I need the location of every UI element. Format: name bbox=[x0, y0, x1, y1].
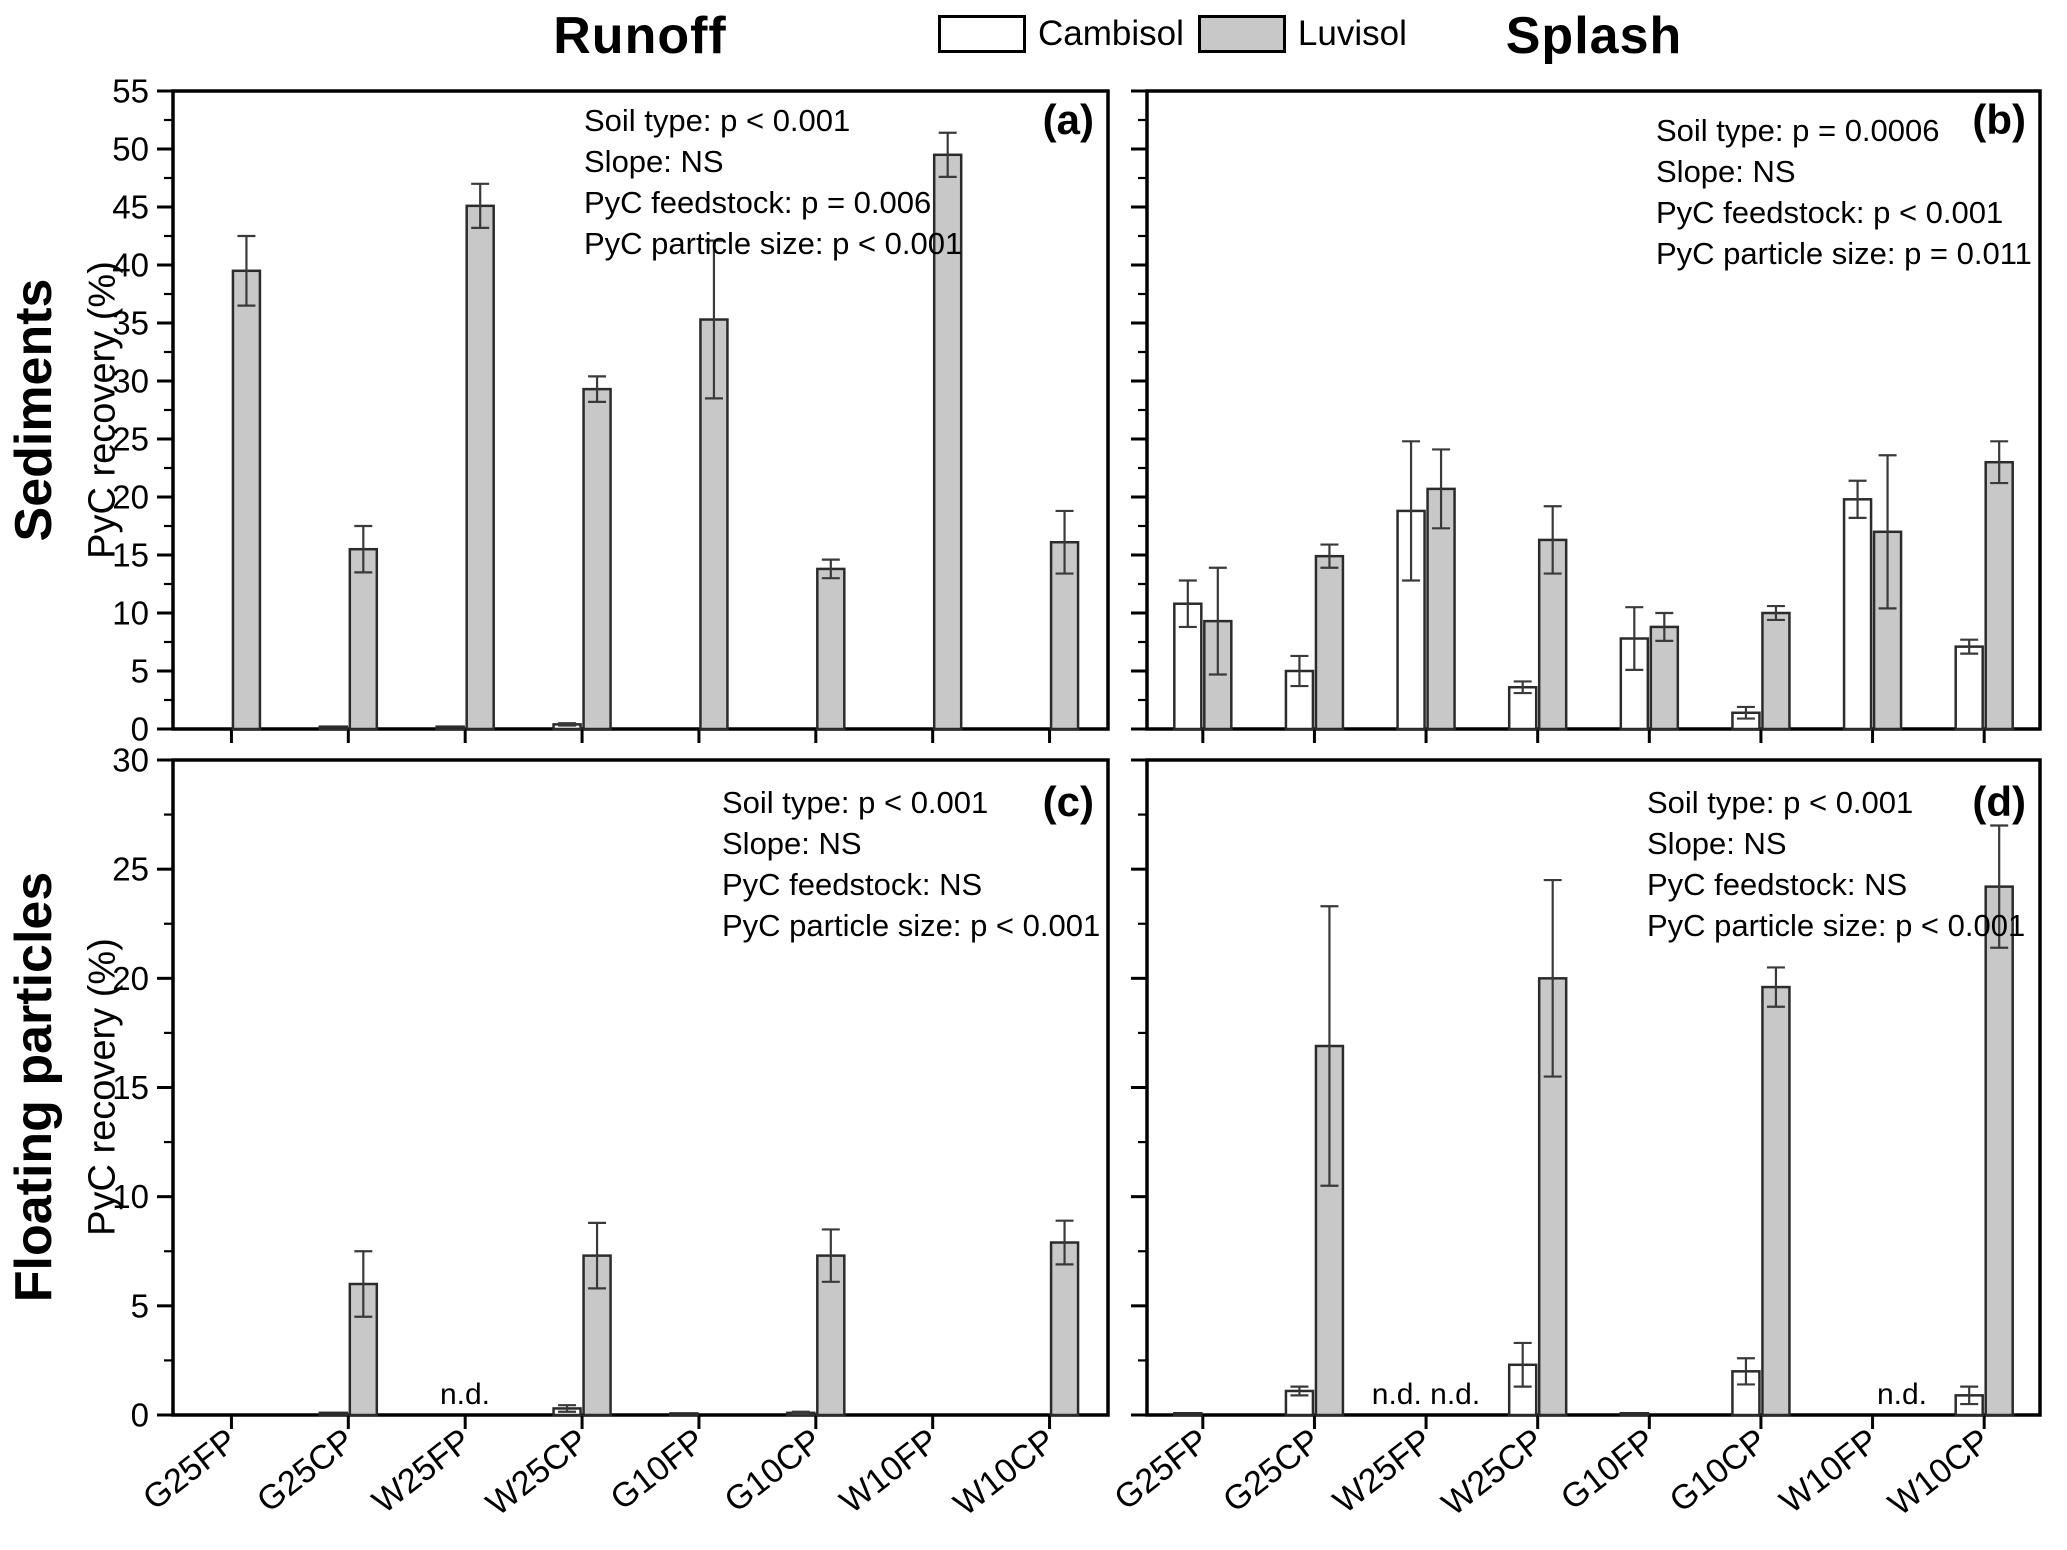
bar-luvisol bbox=[1761, 985, 1791, 1417]
y-tick-label: 0 bbox=[131, 1397, 149, 1434]
y-tick-label: 0 bbox=[131, 711, 149, 748]
y-tick-label: 5 bbox=[131, 1287, 149, 1324]
bar-cambisol bbox=[1842, 498, 1873, 731]
legend-label-luvisol: Luvisol bbox=[1297, 14, 1407, 53]
annotation-line: Soil type: p < 0.001 bbox=[584, 103, 851, 138]
bar-cambisol bbox=[318, 1411, 349, 1417]
x-tick-label: G10CP bbox=[717, 1421, 828, 1520]
nd-label-c-w25fp: n.d. bbox=[439, 1378, 491, 1411]
bar-cambisol bbox=[318, 725, 349, 731]
panel-letter-a: (a) bbox=[1042, 96, 1094, 143]
y-tick-label: 25 bbox=[112, 421, 149, 458]
annotation-line: PyC feedstock: p < 0.001 bbox=[1656, 195, 2004, 230]
x-tick-label: G25FP bbox=[1107, 1421, 1215, 1517]
y-tick-label: 35 bbox=[112, 305, 149, 342]
cambisol-swatch-icon bbox=[938, 15, 1026, 53]
x-tick-label: G25CP bbox=[1216, 1421, 1327, 1520]
bar-luvisol bbox=[1984, 460, 2014, 731]
x-tick-label: W25CP bbox=[1435, 1421, 1551, 1523]
bar-luvisol bbox=[1049, 1241, 1080, 1417]
bar-luvisol bbox=[1649, 625, 1680, 731]
y-tick-label: 10 bbox=[112, 595, 149, 632]
bar-luvisol bbox=[231, 269, 262, 731]
bar-luvisol bbox=[582, 1254, 612, 1417]
legend: Cambisol Luvisol bbox=[938, 14, 1407, 54]
panel-a-annotations: Soil type: p < 0.001 Slope: NS PyC feeds… bbox=[584, 100, 962, 264]
bar-cambisol bbox=[669, 1412, 699, 1417]
y-tick-label: 20 bbox=[112, 960, 149, 997]
y-tick-label: 5 bbox=[131, 653, 149, 690]
annotation-line: Slope: NS bbox=[1647, 826, 1787, 861]
y-tick-label: 30 bbox=[112, 742, 149, 779]
x-tick-label: W25FP bbox=[1326, 1421, 1439, 1521]
y-tick-label: 15 bbox=[112, 1069, 149, 1106]
annotation-line: PyC feedstock: NS bbox=[722, 867, 983, 902]
column-title-splash: Splash bbox=[1505, 7, 1683, 65]
x-tick-label: G10FP bbox=[604, 1421, 712, 1517]
annotation-line: PyC particle size: p < 0.001 bbox=[722, 908, 1101, 943]
annotation-line: Soil type: p < 0.001 bbox=[722, 785, 989, 820]
bar-luvisol bbox=[348, 547, 379, 731]
annotation-line: PyC particle size: p < 0.001 bbox=[1647, 908, 2026, 943]
annotation-line: Slope: NS bbox=[1656, 154, 1796, 189]
x-tick-label: G25FP bbox=[136, 1421, 244, 1517]
panel-letter-b: (b) bbox=[1972, 96, 2026, 143]
annotation-line: Soil type: p = 0.0006 bbox=[1656, 113, 1940, 148]
y-tick-label: 25 bbox=[112, 851, 149, 888]
x-tick-label: W10FP bbox=[1773, 1421, 1886, 1521]
y-axis-title-bottom: PyC recovery (%) bbox=[81, 938, 124, 1236]
panel-letter-d: (d) bbox=[1972, 778, 2026, 825]
luvisol-swatch-icon bbox=[1197, 15, 1286, 53]
legend-label-cambisol: Cambisol bbox=[1038, 14, 1184, 53]
x-tick-label: G10FP bbox=[1554, 1421, 1662, 1517]
x-tick-label: W25CP bbox=[479, 1421, 595, 1523]
x-tick-label: G10CP bbox=[1663, 1421, 1774, 1520]
x-tick-label: W10CP bbox=[947, 1421, 1063, 1523]
bar-cambisol bbox=[1954, 645, 1984, 731]
bar-luvisol bbox=[1314, 554, 1345, 731]
y-tick-label: 55 bbox=[112, 73, 149, 110]
row-label-sediments: Sediments bbox=[5, 278, 63, 542]
panel-c-annotations: Soil type: p < 0.001 Slope: NS PyC feeds… bbox=[722, 782, 1100, 946]
y-axis-title-top: PyC recovery (%) bbox=[81, 261, 124, 559]
annotation-line: Slope: NS bbox=[722, 826, 862, 861]
annotation-line: PyC particle size: p = 0.011 bbox=[1656, 236, 2032, 271]
bar-luvisol bbox=[932, 153, 963, 731]
bar-cambisol bbox=[1619, 1412, 1650, 1417]
bar-luvisol bbox=[1761, 611, 1791, 731]
nd-label-d-w10fp: n.d. bbox=[1876, 1378, 1928, 1411]
panel-b-annotations: Soil type: p = 0.0006 Slope: NS PyC feed… bbox=[1656, 110, 2032, 274]
panel-letter-c: (c) bbox=[1042, 778, 1094, 825]
bar-luvisol bbox=[465, 204, 495, 731]
y-tick-label: 45 bbox=[112, 189, 149, 226]
bar-cambisol bbox=[1173, 1412, 1203, 1417]
bar-luvisol bbox=[582, 387, 612, 731]
bar-cambisol bbox=[435, 725, 465, 731]
annotation-line: Slope: NS bbox=[584, 144, 724, 179]
annotation-line: PyC feedstock: NS bbox=[1647, 867, 1908, 902]
bar-luvisol bbox=[1984, 885, 2014, 1417]
annotation-line: PyC feedstock: p = 0.006 bbox=[584, 185, 932, 220]
x-tick-label: W10CP bbox=[1881, 1421, 1997, 1523]
panel-d-annotations: Soil type: p < 0.001 Slope: NS PyC feeds… bbox=[1647, 782, 2025, 946]
y-tick-label: 30 bbox=[112, 363, 149, 400]
nd-label-d-w25fp: n.d. n.d. bbox=[1371, 1378, 1481, 1411]
y-tick-label: 15 bbox=[112, 537, 149, 574]
annotation-line: PyC particle size: p < 0.001 bbox=[584, 226, 963, 261]
legend-item-cambisol: Cambisol bbox=[938, 14, 1184, 54]
y-tick-label: 20 bbox=[112, 479, 149, 516]
y-tick-label: 50 bbox=[112, 131, 149, 168]
bar-luvisol bbox=[816, 567, 846, 731]
legend-item-luvisol: Luvisol bbox=[1197, 14, 1407, 54]
column-title-runoff: Runoff bbox=[553, 7, 727, 65]
annotation-line: Soil type: p < 0.001 bbox=[1647, 785, 1914, 820]
x-tick-label: W10FP bbox=[833, 1421, 946, 1521]
y-tick-label: 10 bbox=[112, 1178, 149, 1215]
x-tick-label: W25FP bbox=[365, 1421, 478, 1521]
row-label-floating-particles: Floating particles bbox=[5, 871, 63, 1303]
x-tick-label: G25CP bbox=[250, 1421, 361, 1520]
y-tick-label: 40 bbox=[112, 247, 149, 284]
